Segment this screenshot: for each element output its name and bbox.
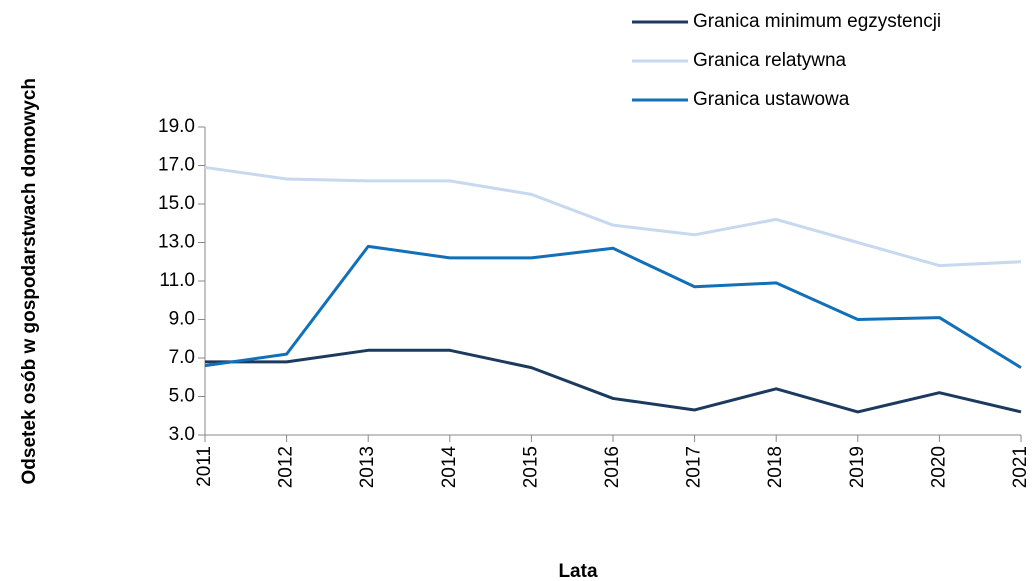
y-tick-label: 13.0 [158, 232, 195, 253]
legend-label: Granica relatywna [693, 50, 847, 71]
series-line [205, 348, 1022, 414]
legend-label: Granica minimum egzystencji [693, 11, 941, 32]
y-tick-label: 19.0 [158, 116, 195, 137]
x-tick-label: 2017 [684, 446, 705, 488]
x-tick-label: 2020 [928, 446, 949, 488]
x-axis-label: Lata [558, 561, 598, 581]
y-tick-label: 5.0 [169, 386, 195, 407]
x-tick-label: 2015 [520, 446, 541, 488]
x-tick-label: 2021 [1010, 446, 1031, 488]
series-line [204, 244, 1022, 369]
y-tick-label: 7.0 [169, 347, 195, 368]
legend-label: Granica ustawowa [693, 89, 850, 110]
x-tick-label: 2016 [602, 446, 623, 488]
y-tick-label: 15.0 [158, 193, 195, 214]
x-tick-label: 2013 [357, 446, 378, 488]
y-tick-label: 9.0 [169, 309, 195, 330]
y-tick-label: 17.0 [158, 155, 195, 176]
x-tick-label: 2019 [847, 446, 868, 488]
y-tick-label: 3.0 [169, 424, 195, 445]
x-tick-label: 2014 [439, 446, 460, 489]
y-axis-label: Odsetek osób w gospodarstwach domowych [19, 78, 40, 484]
y-tick-label: 11.0 [159, 270, 195, 291]
x-tick-label: 2018 [765, 446, 786, 488]
x-tick-label: 2011 [194, 446, 215, 487]
x-tick-label: 2012 [276, 446, 297, 488]
series-line [204, 165, 1022, 268]
